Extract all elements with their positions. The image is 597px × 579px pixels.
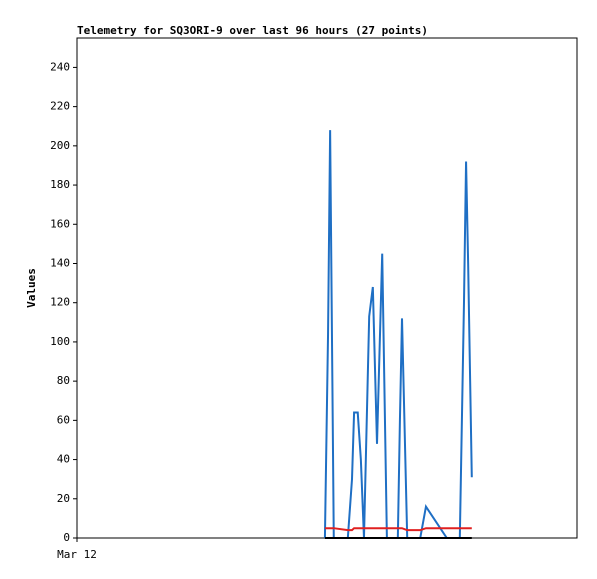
y-tick-label: 0 <box>63 531 70 544</box>
y-tick-label: 60 <box>57 413 70 426</box>
y-axis-label: Values <box>25 268 38 308</box>
y-tick-label: 180 <box>50 178 70 191</box>
y-tick-label: 160 <box>50 217 70 230</box>
y-tick-label: 200 <box>50 139 70 152</box>
x-tick-label: Mar 12 <box>57 548 97 561</box>
series-line <box>324 527 472 532</box>
y-tick-label: 40 <box>57 453 70 466</box>
y-tick-label: 220 <box>50 100 70 113</box>
chart-title: Telemetry for SQ3ORI-9 over last 96 hour… <box>77 24 428 37</box>
y-tick-label: 240 <box>50 60 70 73</box>
y-tick-label: 120 <box>50 296 70 309</box>
y-tick-label: 20 <box>57 492 70 505</box>
y-tick-label: 80 <box>57 374 70 387</box>
y-tick-label: 140 <box>50 256 70 269</box>
series-line <box>323 130 473 539</box>
y-tick-label: 100 <box>50 335 70 348</box>
